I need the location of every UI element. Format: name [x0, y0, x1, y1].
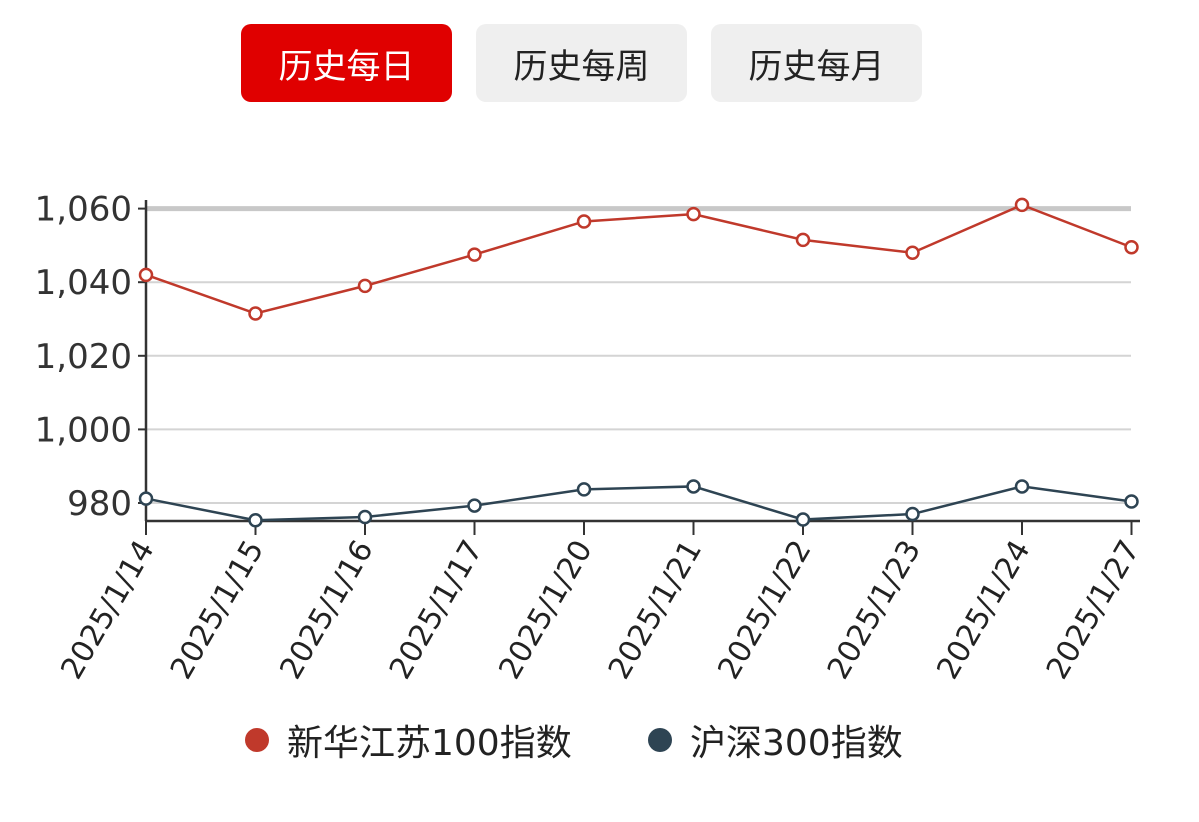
y-tick-label: 1,060	[35, 190, 132, 230]
data-point	[905, 506, 920, 522]
legend-marker-csi-300	[648, 728, 672, 752]
data-point	[357, 278, 373, 294]
tab-daily-history[interactable]: 历史每日	[241, 24, 452, 102]
x-tick-label: 2025/1/23	[821, 535, 928, 686]
series-line-1	[145, 485, 1132, 522]
data-point	[686, 479, 701, 494]
x-tick-label: 2025/1/27	[1040, 535, 1147, 686]
x-tick-label: 2025/1/20	[492, 535, 599, 686]
x-tick-label: 2025/1/15	[164, 535, 271, 686]
data-point	[1014, 479, 1030, 494]
data-point	[576, 214, 592, 229]
data-point	[795, 232, 811, 248]
data-point	[138, 267, 154, 283]
data-point	[248, 306, 263, 321]
data-point	[467, 498, 482, 513]
data-point	[905, 245, 920, 261]
data-point	[686, 206, 701, 222]
data-point	[1124, 239, 1139, 255]
data-point	[138, 491, 154, 506]
x-tick-label: 2025/1/14	[54, 535, 161, 686]
legend-label-csi-300: 沪深300指数	[690, 723, 903, 764]
legend-item-csi-300[interactable]: 沪深300指数	[648, 712, 903, 768]
x-tick-label: 2025/1/22	[711, 535, 818, 686]
y-tick-label: 1,040	[35, 263, 132, 303]
x-tick-label: 2025/1/16	[273, 535, 380, 686]
y-tick-label: 980	[67, 484, 132, 524]
data-point	[1124, 494, 1139, 509]
x-tick-label: 2025/1/24	[930, 535, 1037, 686]
data-point	[795, 512, 811, 527]
data-point	[248, 513, 263, 528]
legend-label-xinhua-jiangsu-100: 新华江苏100指数	[287, 723, 572, 764]
x-tick-label: 2025/1/17	[383, 535, 490, 686]
y-tick-label: 1,000	[35, 410, 132, 450]
chart-legend: 新华江苏100指数 沪深300指数	[0, 712, 1199, 768]
data-point	[576, 482, 592, 497]
tab-weekly-history[interactable]: 历史每周	[476, 24, 687, 102]
series-line-0	[145, 203, 1132, 315]
legend-marker-xinhua-jiangsu-100	[245, 728, 269, 752]
data-point	[1014, 197, 1030, 213]
y-tick-label: 1,020	[35, 337, 132, 377]
data-point	[467, 247, 482, 262]
data-point	[357, 509, 373, 525]
x-tick-label: 2025/1/21	[602, 535, 709, 686]
legend-item-xinhua-jiangsu-100[interactable]: 新华江苏100指数	[245, 712, 572, 768]
tab-monthly-history[interactable]: 历史每月	[711, 24, 922, 102]
